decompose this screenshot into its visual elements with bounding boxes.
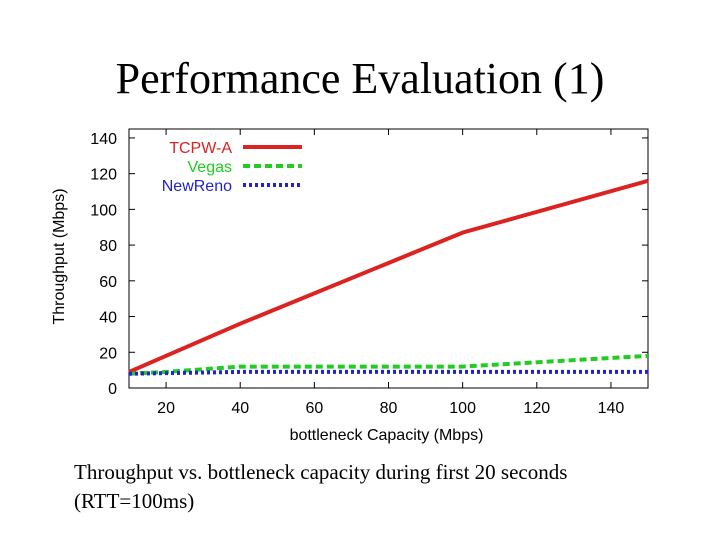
x-tick-label: 80 bbox=[380, 400, 398, 417]
y-tick-label: 120 bbox=[90, 167, 117, 184]
legend-label-vegas: Vegas bbox=[188, 159, 232, 176]
y-tick-label: 100 bbox=[90, 202, 117, 219]
x-tick-label: 100 bbox=[449, 400, 476, 417]
x-tick-label: 20 bbox=[157, 400, 175, 417]
y-tick-label: 80 bbox=[99, 238, 117, 255]
x-tick-label: 40 bbox=[231, 400, 249, 417]
series-line-tcpw-a bbox=[128, 178, 649, 374]
y-tick-label: 20 bbox=[99, 345, 117, 362]
y-tick-label: 140 bbox=[90, 131, 117, 148]
x-axis-label: bottleneck Capacity (Mbps) bbox=[290, 427, 484, 444]
slide-title: Performance Evaluation (1) bbox=[115, 54, 605, 103]
x-tick-label: 120 bbox=[523, 400, 550, 417]
x-tick-label: 60 bbox=[305, 400, 323, 417]
y-tick-label: 0 bbox=[108, 381, 117, 398]
slide-caption: Throughput vs. bottleneck capacity durin… bbox=[74, 458, 694, 516]
legend-label-newreno: NewReno bbox=[162, 178, 232, 195]
caption-line-1: Throughput vs. bottleneck capacity durin… bbox=[74, 460, 568, 484]
y-axis-label: Throughput (Mbps) bbox=[51, 188, 68, 324]
y-tick-label: 40 bbox=[99, 310, 117, 327]
legend-label-tcpw-a: TCPW-A bbox=[169, 140, 232, 157]
x-tick-label: 140 bbox=[598, 400, 625, 417]
caption-line-2: (RTT=100ms) bbox=[74, 489, 195, 513]
y-tick-label: 60 bbox=[99, 274, 117, 291]
series-line-newreno bbox=[128, 369, 648, 376]
